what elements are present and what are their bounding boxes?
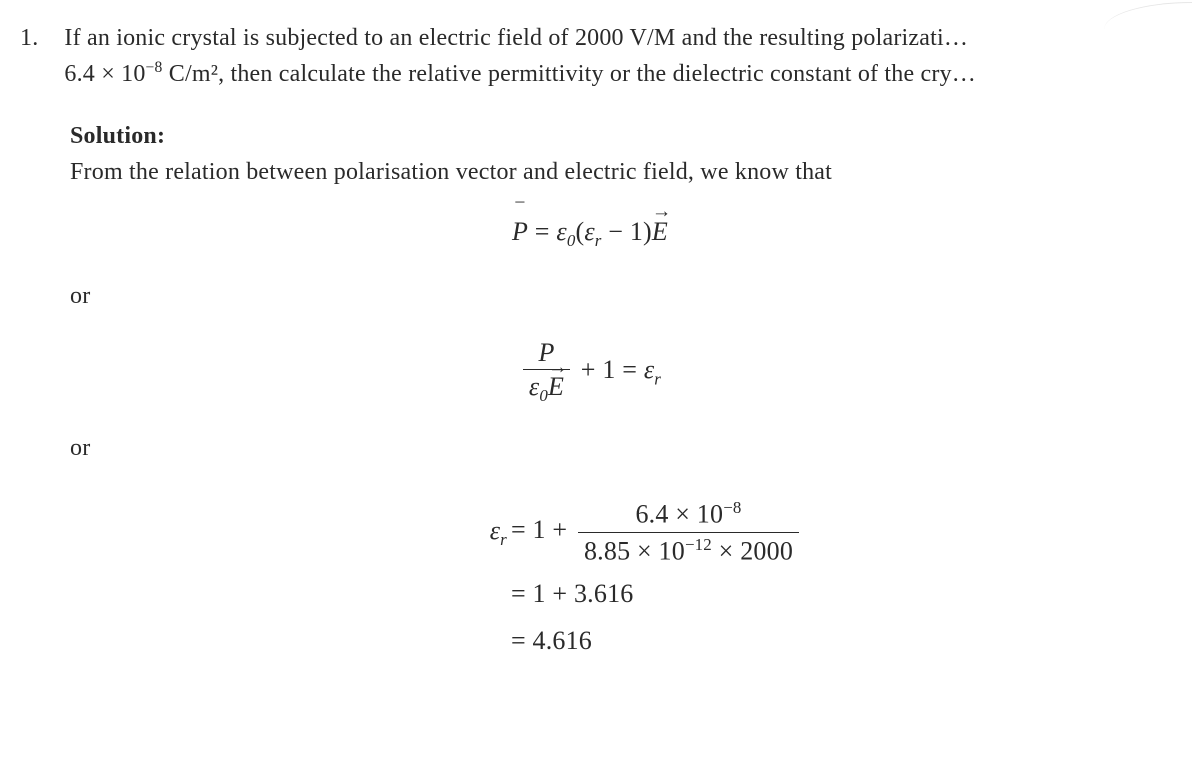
eq3-line1: εr = 1 + 6.4 × 10−8 8.85 × 10−12 × 2000	[417, 498, 803, 566]
eq3-num-exp: −8	[723, 498, 741, 517]
problem-number: 1.	[20, 20, 38, 56]
eq3-den-exp: −12	[685, 535, 712, 554]
eq3-eq-1plus: = 1 +	[511, 515, 574, 544]
eq1-P-vector: P	[512, 212, 528, 251]
eq3-fraction: 6.4 × 10−8 8.85 × 10−12 × 2000	[578, 498, 799, 566]
problem-text: If an ionic crystal is subjected to an e…	[64, 20, 1160, 92]
problem-exponent: −8	[146, 59, 163, 76]
equation-2: P ε0E + 1 = εr	[20, 338, 1160, 407]
or-label-1: or	[70, 278, 1160, 314]
or-label-2: or	[70, 430, 1160, 466]
eq2-den-eps0: ε	[529, 372, 539, 401]
eq3-epsr-sub: r	[500, 531, 507, 550]
eq3-line3: = 4.616	[417, 621, 803, 660]
eq2-den-eps0-sub: 0	[539, 387, 548, 406]
problem-line2-a: 6.4 × 10	[64, 61, 145, 87]
equation-3: εr = 1 + 6.4 × 10−8 8.85 × 10−12 × 2000 …	[20, 490, 1160, 668]
problem-row: 1. If an ionic crystal is subjected to a…	[20, 20, 1160, 92]
problem-line1: If an ionic crystal is subjected to an e…	[64, 25, 968, 51]
eq3-den-b: × 2000	[712, 536, 793, 565]
eq1-epsr-sub: r	[595, 231, 602, 250]
page-curl-decoration	[1104, 2, 1192, 31]
eq2-fraction: P ε0E	[523, 338, 570, 407]
equation-1: P = ε0(εr − 1)E	[20, 212, 1160, 254]
eq2-epsr-sub: r	[654, 369, 661, 388]
eq3-line2: = 1 + 3.616	[417, 574, 803, 613]
eq1-minus1: − 1)	[602, 217, 652, 246]
eq2-plus1-eq: + 1 =	[574, 355, 644, 384]
eq3-epsr: ε	[490, 516, 500, 545]
eq1-epsr: ε	[584, 217, 594, 246]
eq2-den-E: E	[548, 372, 564, 402]
eq1-lparen: (	[575, 217, 584, 246]
eq3-den-a: 8.85 × 10	[584, 536, 685, 565]
solution-intro: From the relation between polarisation v…	[70, 154, 1160, 190]
eq1-equals: =	[528, 217, 556, 246]
eq3-num-a: 6.4 × 10	[635, 500, 723, 529]
eq1-eps0: ε	[556, 217, 566, 246]
eq2-epsr: ε	[644, 355, 654, 384]
eq1-E-vector: E	[652, 212, 668, 251]
page: 1. If an ionic crystal is subjected to a…	[0, 0, 1200, 700]
solution-label: Solution:	[70, 118, 1160, 154]
problem-line2-b: C/m², then calculate the relative permit…	[163, 61, 976, 87]
